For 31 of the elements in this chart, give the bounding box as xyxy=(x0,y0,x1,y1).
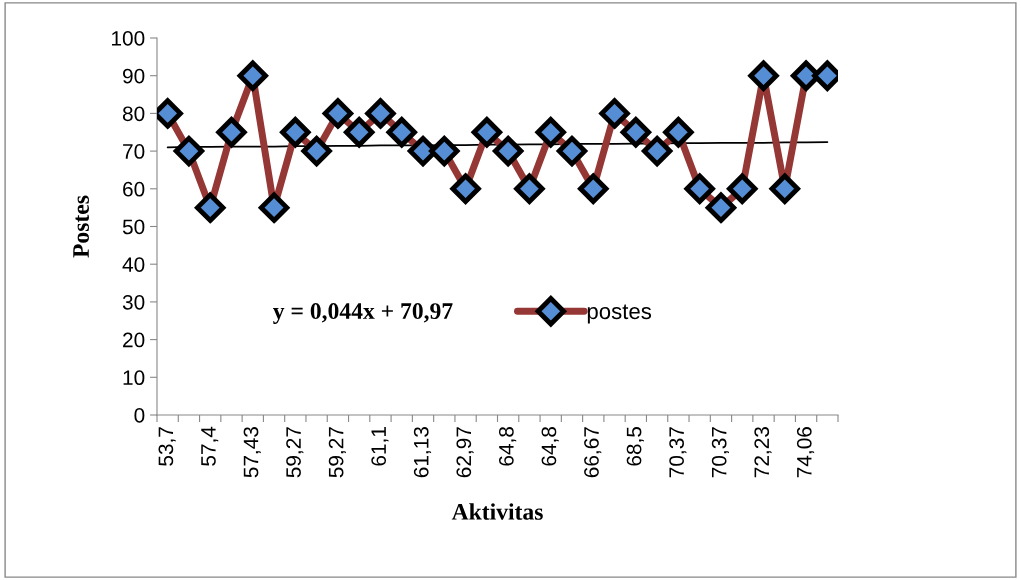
x-tick-label: 53,7 xyxy=(158,427,176,466)
x-tick-label: 64,8 xyxy=(541,427,559,466)
y-tick-label: 20 xyxy=(123,332,145,348)
x-tick-label: 72,23 xyxy=(754,427,772,478)
y-tick-label: 80 xyxy=(122,106,145,122)
x-tick-label: 57,43 xyxy=(243,427,261,478)
y-axis-title: Postes xyxy=(73,195,89,258)
x-tick-label: 57,4 xyxy=(201,426,219,466)
x-tick-label: 74,06 xyxy=(796,427,815,478)
legend-label: postes xyxy=(587,304,652,324)
y-tick-label: 90 xyxy=(123,68,145,84)
y-tick-label: 70 xyxy=(123,144,145,159)
y-tick-label: 30 xyxy=(122,294,145,310)
y-tick-label: 100 xyxy=(112,31,145,46)
x-tick-label: 61,1 xyxy=(371,427,389,466)
x-tick-label: 59,27 xyxy=(328,427,346,478)
x-tick-label: 64,8 xyxy=(498,427,517,466)
y-tick-label: 10 xyxy=(123,370,145,386)
y-tick-label: 40 xyxy=(122,257,145,272)
y-tick-label: 50 xyxy=(122,219,145,235)
x-tick-label: 70,37 xyxy=(669,427,687,478)
annotation: y = 0,044x + 70,97 xyxy=(273,303,453,324)
x-tick-label: 61,13 xyxy=(413,427,432,478)
x-tick-label: 70,37 xyxy=(711,427,730,478)
x-tick-label: 68,5 xyxy=(626,426,644,466)
x-axis-title: Aktivitas xyxy=(451,503,543,520)
y-tick-label: 0 xyxy=(134,408,145,423)
y-tick-label: 60 xyxy=(123,181,145,197)
x-tick-label: 59,27 xyxy=(286,427,304,478)
x-tick-label: 62,97 xyxy=(456,427,474,478)
x-tick-label: 66,67 xyxy=(584,427,602,478)
